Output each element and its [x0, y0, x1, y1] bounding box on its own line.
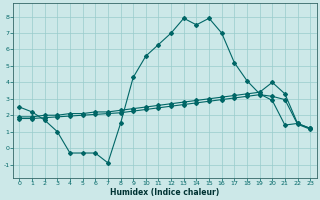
X-axis label: Humidex (Indice chaleur): Humidex (Indice chaleur): [110, 188, 220, 197]
